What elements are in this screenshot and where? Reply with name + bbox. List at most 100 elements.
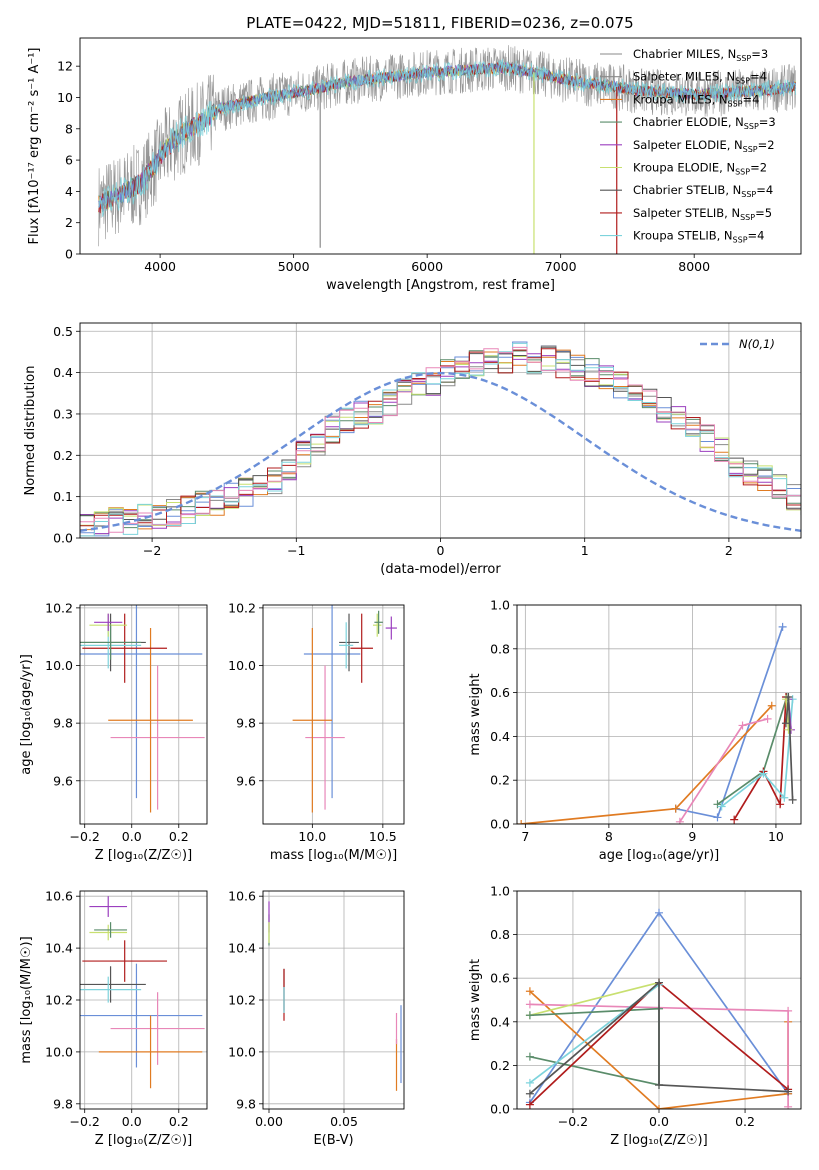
data-point-marker (776, 800, 785, 809)
y-tick-label: 9.8 (53, 1096, 73, 1111)
spectrum-line-k-stelib (98, 58, 797, 217)
data-point-marker (738, 721, 747, 730)
x-tick-label: 1 (581, 543, 589, 558)
x-tick-label: 0.05 (330, 1114, 358, 1129)
y-tick-label: 0.3 (53, 406, 73, 421)
y-tick-label: 4 (65, 184, 73, 199)
weight-vs-age-panel: 7 8 9 10 0.0 0.2 0.4 0.6 0.8 1.0 age [log₁₀(age/yr… (468, 598, 802, 863)
y-tick-label: 9.6 (236, 773, 256, 788)
y-tick-label: 0.4 (53, 365, 73, 380)
data-point-marker (784, 1087, 793, 1096)
x-tick-label: 0.0 (122, 1114, 142, 1129)
x-axis-label: Z [log₁₀(Z/Z☉)] (95, 1133, 192, 1148)
data-point-marker (767, 701, 776, 710)
y-axis-label: mass weight (468, 959, 483, 1041)
x-axis-label: age [log₁₀(age/yr)] (599, 848, 720, 863)
legend-entry: N(0,1) (739, 337, 775, 351)
data-point-marker (655, 1105, 663, 1109)
data-point-marker (784, 1102, 793, 1109)
legend-entry: Kroupa ELODIE, NSSP=2 (633, 161, 767, 177)
y-tick-label: 9.6 (53, 773, 73, 788)
axes-frame (262, 604, 405, 825)
data-point-marker (780, 793, 789, 802)
axes-frame (79, 604, 208, 825)
weight-vs-metallicity-panel: −0.2 0.0 0.2 0.0 0.2 0.4 0.6 0.8 1.0 Z [log₁₀(Z/Z… (468, 884, 802, 1148)
x-tick-label: 9 (688, 829, 696, 844)
data-point-marker (784, 725, 793, 734)
x-tick-label: 0.0 (649, 1114, 669, 1129)
y-tick-label: 10.6 (228, 889, 256, 904)
histogram-step-s-stelib (80, 348, 801, 538)
y-tick-label: 0.8 (490, 927, 510, 942)
series-line-k-stelib (721, 699, 794, 808)
series-line-c-stelib (529, 980, 789, 1095)
y-axis-label: Normed distribution (23, 366, 38, 496)
data-point-marker (525, 1078, 534, 1087)
age-vs-mass-panel: 10.0 10.5 9.6 9.8 10.0 10.2 mass [log₁₀(M/M☉)] (228, 600, 405, 863)
spectrum-line-s-elodie (98, 62, 797, 213)
y-tick-label: 10.6 (45, 889, 73, 904)
y-tick-label: 10.2 (228, 993, 256, 1008)
y-tick-label: 10.4 (228, 941, 256, 956)
residual-histogram-panel: −2 −1 0 1 2 0.0 0.1 0.2 0.3 0.4 0.5 N(0,1) (data-mod… (23, 322, 802, 577)
x-tick-label: 0.2 (735, 1114, 755, 1129)
plot-area (80, 341, 801, 538)
data-point-marker (778, 622, 787, 631)
axes-frame (79, 322, 802, 539)
legend-entry: Salpeter MILES, NSSP=4 (633, 70, 767, 86)
x-tick-label: 10 (768, 829, 784, 844)
data-point-marker (781, 719, 790, 728)
y-tick-label: 0.4 (490, 729, 510, 744)
legend-entry: Chabrier MILES, NSSP=3 (633, 47, 768, 63)
axes-frame (262, 890, 405, 1110)
legend-entry: Salpeter STELIB, NSSP=5 (633, 206, 772, 222)
spectrum-panel: 4000 5000 6000 7000 8000 0 2 4 6 8 10 12 Chabrier MI… (27, 37, 802, 293)
plot-area (292, 605, 397, 813)
x-tick-label: −1 (287, 543, 305, 558)
x-tick-label: 8000 (678, 259, 710, 274)
x-tick-label: 7000 (545, 259, 577, 274)
y-tick-label: 12 (57, 59, 73, 74)
x-tick-label: 0 (437, 543, 445, 558)
series-line-s-stelib (733, 696, 787, 821)
data-point-marker (671, 804, 680, 813)
x-tick-label: 2 (725, 543, 733, 558)
y-tick-label: 0.2 (53, 448, 73, 463)
y-tick-label: 10.0 (45, 658, 73, 673)
y-tick-label: 10 (57, 90, 73, 105)
data-point-marker (730, 815, 739, 824)
x-axis-label: E(B-V) (313, 1133, 353, 1148)
figure-title: PLATE=0422, MJD=51811, FIBERID=0236, z=0… (246, 14, 633, 32)
x-axis-label: Z [log₁₀(Z/Z☉)] (610, 1133, 707, 1148)
y-tick-label: 0.2 (490, 1058, 510, 1073)
x-tick-label: 0.00 (255, 1114, 283, 1129)
x-tick-label: 8 (605, 829, 613, 844)
legend-entry: Salpeter ELODIE, NSSP=2 (633, 138, 775, 154)
data-point-marker (525, 1089, 534, 1098)
y-tick-label: 0.5 (53, 324, 73, 339)
y-tick-label: 9.8 (53, 716, 73, 731)
data-point-marker (717, 802, 726, 811)
y-axis-label: mass [log₁₀(M/M☉)] (19, 936, 34, 1063)
y-tick-label: 6 (65, 153, 73, 168)
y-tick-label: 0.0 (490, 817, 510, 832)
data-point-marker (655, 908, 663, 917)
y-tick-label: 1.0 (490, 598, 510, 613)
x-tick-label: 0.2 (169, 1114, 189, 1129)
plot-area (80, 605, 205, 813)
y-tick-label: 10.0 (228, 658, 256, 673)
data-point-marker (788, 795, 797, 804)
x-tick-label: −0.2 (70, 829, 100, 844)
data-point-marker (713, 800, 722, 809)
mass-vs-metallicity-panel: −0.2 0.0 0.2 9.8 10.0 10.2 10.4 10.6 Z [log₁₀(Z/… (19, 889, 208, 1148)
x-tick-label: 4000 (144, 259, 176, 274)
x-tick-label: 10.5 (369, 829, 397, 844)
data-point-marker (784, 1006, 793, 1015)
y-tick-label: 10.2 (228, 600, 256, 615)
x-tick-label: −0.2 (70, 1114, 100, 1129)
y-tick-label: 10.0 (228, 1044, 256, 1059)
legend-entry: Kroupa STELIB, NSSP=4 (633, 229, 764, 245)
x-tick-label: 5000 (278, 259, 310, 274)
age-vs-metallicity-panel: −0.2 0.0 0.2 9.6 9.8 10.0 10.2 Z [log₁₀(Z/Z☉)] a… (19, 600, 208, 863)
plot-area (525, 908, 793, 1109)
